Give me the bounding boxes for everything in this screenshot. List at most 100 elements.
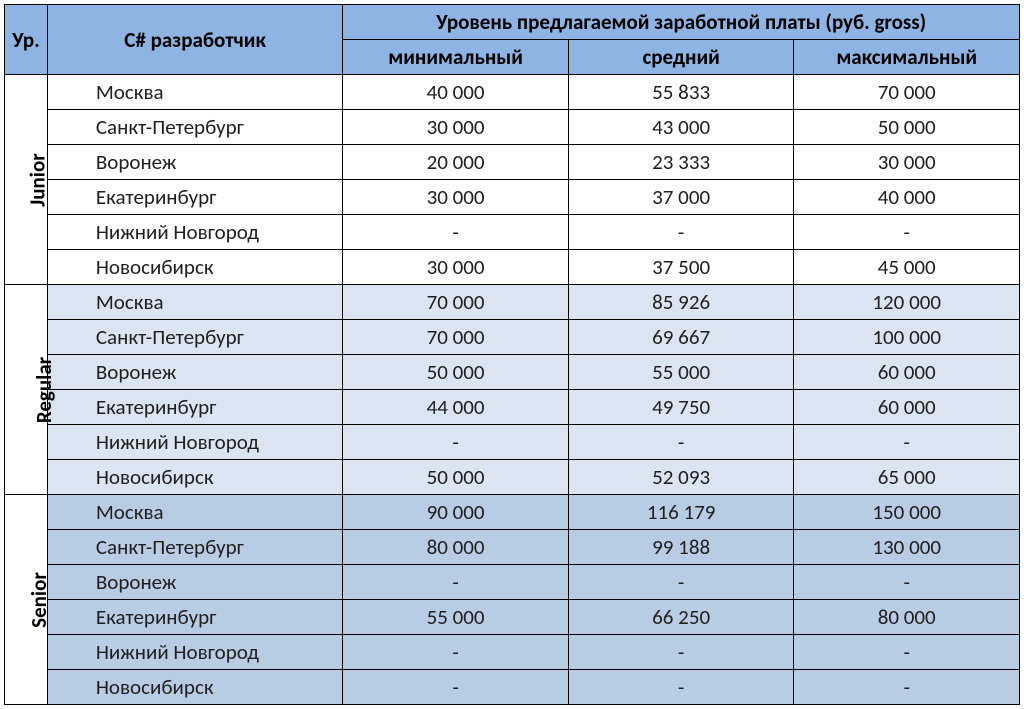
city-cell: Екатеринбург: [47, 180, 342, 215]
min-cell: 40 000: [343, 75, 569, 110]
min-cell: 30 000: [343, 250, 569, 285]
city-cell: Екатеринбург: [47, 600, 342, 635]
header-level: Ур.: [5, 5, 48, 75]
max-cell: -: [794, 425, 1020, 460]
header-max: максимальный: [794, 40, 1020, 75]
level-cell: Regular: [5, 285, 48, 495]
min-cell: -: [343, 635, 569, 670]
max-cell: 130 000: [794, 530, 1020, 565]
min-cell: 20 000: [343, 145, 569, 180]
city-cell: Санкт-Петербург: [47, 530, 342, 565]
max-cell: -: [794, 670, 1020, 705]
table-row: Санкт-Петербург30 00043 00050 000: [5, 110, 1020, 145]
avg-cell: -: [568, 565, 794, 600]
max-cell: 30 000: [794, 145, 1020, 180]
table-row: RegularМосква70 00085 926120 000: [5, 285, 1020, 320]
min-cell: 30 000: [343, 110, 569, 145]
avg-cell: 116 179: [568, 495, 794, 530]
min-cell: -: [343, 215, 569, 250]
max-cell: 150 000: [794, 495, 1020, 530]
city-cell: Воронеж: [47, 145, 342, 180]
avg-cell: 55 833: [568, 75, 794, 110]
max-cell: 40 000: [794, 180, 1020, 215]
table-row: Новосибирск---: [5, 670, 1020, 705]
avg-cell: -: [568, 215, 794, 250]
max-cell: 60 000: [794, 390, 1020, 425]
city-cell: Воронеж: [47, 565, 342, 600]
table-row: Нижний Новгород---: [5, 215, 1020, 250]
min-cell: 90 000: [343, 495, 569, 530]
max-cell: 80 000: [794, 600, 1020, 635]
avg-cell: -: [568, 670, 794, 705]
city-cell: Екатеринбург: [47, 390, 342, 425]
min-cell: 55 000: [343, 600, 569, 635]
max-cell: 65 000: [794, 460, 1020, 495]
avg-cell: 99 188: [568, 530, 794, 565]
city-cell: Москва: [47, 75, 342, 110]
city-cell: Новосибирск: [47, 460, 342, 495]
avg-cell: 37 500: [568, 250, 794, 285]
max-cell: 50 000: [794, 110, 1020, 145]
max-cell: -: [794, 635, 1020, 670]
avg-cell: 66 250: [568, 600, 794, 635]
min-cell: 50 000: [343, 460, 569, 495]
header-salary: Уровень предлагаемой заработной платы (р…: [343, 5, 1020, 40]
city-cell: Санкт-Петербург: [47, 320, 342, 355]
level-label: Junior: [25, 153, 51, 206]
table-header: Ур. C# разработчик Уровень предлагаемой …: [5, 5, 1020, 75]
min-cell: 30 000: [343, 180, 569, 215]
table-row: Воронеж50 00055 00060 000: [5, 355, 1020, 390]
min-cell: -: [343, 425, 569, 460]
table-row: Нижний Новгород---: [5, 635, 1020, 670]
city-cell: Москва: [47, 495, 342, 530]
city-cell: Москва: [47, 285, 342, 320]
header-min: минимальный: [343, 40, 569, 75]
table-row: JuniorМосква40 00055 83370 000: [5, 75, 1020, 110]
level-cell: Senior: [5, 495, 48, 705]
max-cell: 60 000: [794, 355, 1020, 390]
header-role: C# разработчик: [47, 5, 342, 75]
city-cell: Нижний Новгород: [47, 425, 342, 460]
city-cell: Нижний Новгород: [47, 635, 342, 670]
table-row: Екатеринбург30 00037 00040 000: [5, 180, 1020, 215]
min-cell: 50 000: [343, 355, 569, 390]
city-cell: Санкт-Петербург: [47, 110, 342, 145]
table-row: Санкт-Петербург70 00069 667100 000: [5, 320, 1020, 355]
table-row: Нижний Новгород---: [5, 425, 1020, 460]
table-row: Воронеж---: [5, 565, 1020, 600]
table-row: Екатеринбург44 00049 75060 000: [5, 390, 1020, 425]
max-cell: 120 000: [794, 285, 1020, 320]
table-row: Новосибирск50 00052 09365 000: [5, 460, 1020, 495]
avg-cell: 52 093: [568, 460, 794, 495]
level-label: Regular: [31, 356, 57, 422]
max-cell: 45 000: [794, 250, 1020, 285]
avg-cell: 37 000: [568, 180, 794, 215]
max-cell: -: [794, 215, 1020, 250]
avg-cell: -: [568, 425, 794, 460]
table-row: Новосибирск30 00037 50045 000: [5, 250, 1020, 285]
level-cell: Junior: [5, 75, 48, 285]
city-cell: Новосибирск: [47, 670, 342, 705]
table-row: Екатеринбург55 00066 25080 000: [5, 600, 1020, 635]
avg-cell: 43 000: [568, 110, 794, 145]
avg-cell: 69 667: [568, 320, 794, 355]
avg-cell: 85 926: [568, 285, 794, 320]
avg-cell: 49 750: [568, 390, 794, 425]
city-cell: Воронеж: [47, 355, 342, 390]
salary-table: Ур. C# разработчик Уровень предлагаемой …: [4, 4, 1020, 705]
max-cell: -: [794, 565, 1020, 600]
table-row: Санкт-Петербург80 00099 188130 000: [5, 530, 1020, 565]
max-cell: 70 000: [794, 75, 1020, 110]
avg-cell: 23 333: [568, 145, 794, 180]
min-cell: -: [343, 565, 569, 600]
min-cell: 70 000: [343, 320, 569, 355]
header-avg: средний: [568, 40, 794, 75]
avg-cell: -: [568, 635, 794, 670]
min-cell: 70 000: [343, 285, 569, 320]
min-cell: 80 000: [343, 530, 569, 565]
table-body: JuniorМосква40 00055 83370 000Санкт-Пете…: [5, 75, 1020, 705]
min-cell: 44 000: [343, 390, 569, 425]
level-label: Senior: [26, 572, 52, 628]
avg-cell: 55 000: [568, 355, 794, 390]
header-level-label: Ур.: [12, 27, 40, 53]
